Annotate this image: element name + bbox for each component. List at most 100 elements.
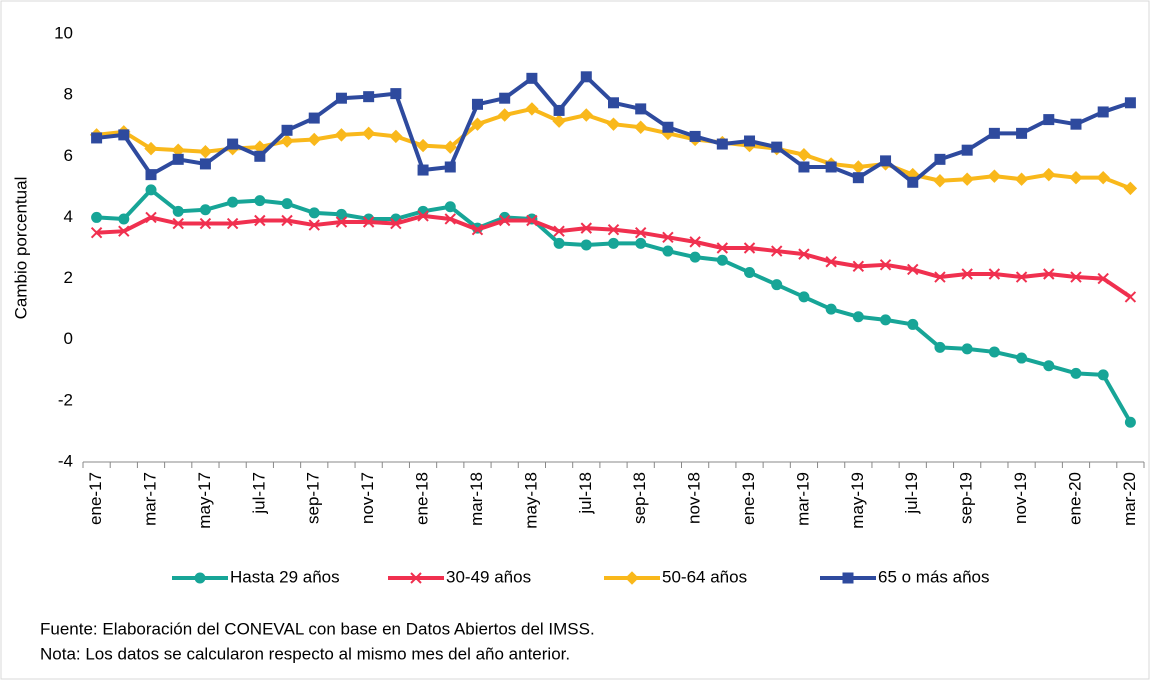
- x-tick-label: ene-20: [1065, 472, 1084, 525]
- data-point: [227, 138, 239, 150]
- data-point: [689, 236, 701, 248]
- data-point: [145, 169, 157, 181]
- data-point: [716, 242, 729, 254]
- data-point: [172, 217, 184, 230]
- data-point: [1069, 170, 1083, 185]
- data-point: [1097, 272, 1109, 285]
- data-point: [662, 121, 674, 133]
- data-point: [1016, 352, 1028, 364]
- data-point: [254, 195, 266, 207]
- data-point: [118, 129, 130, 141]
- legend-marker: [625, 571, 639, 585]
- data-point: [987, 169, 1002, 183]
- x-tick-label: mar-19: [793, 472, 812, 526]
- data-point: [879, 259, 892, 271]
- x-tick-label: nov-18: [685, 472, 704, 524]
- data-point: [1070, 118, 1082, 130]
- data-point: [1124, 416, 1136, 428]
- data-point: [716, 254, 728, 266]
- data-point: [471, 98, 483, 110]
- legend-label: 65 o más años: [878, 567, 990, 586]
- x-tick-label: ene-18: [413, 472, 432, 525]
- y-tick-label: -2: [58, 390, 73, 409]
- data-point: [580, 222, 593, 234]
- x-tick-label: jul-18: [576, 472, 595, 515]
- data-point: [553, 225, 565, 237]
- data-point: [771, 279, 783, 291]
- data-point: [362, 216, 375, 228]
- note: Fuente: Elaboración del CONEVAL con base…: [40, 619, 595, 638]
- data-point: [280, 134, 294, 148]
- y-axis-label: Cambio porcentual: [11, 177, 30, 320]
- data-point: [689, 251, 701, 263]
- data-point: [254, 150, 266, 162]
- data-point: [390, 88, 402, 100]
- x-tick-label: may-18: [521, 472, 540, 529]
- data-point: [281, 198, 293, 210]
- data-point: [961, 343, 973, 355]
- data-point: [118, 213, 130, 225]
- data-point: [635, 237, 647, 249]
- data-point: [961, 268, 973, 280]
- data-point: [933, 174, 947, 188]
- data-point: [335, 208, 347, 220]
- data-point: [634, 227, 647, 239]
- data-point: [417, 210, 429, 222]
- data-point: [797, 148, 811, 162]
- data-point: [444, 201, 456, 213]
- data-point: [825, 303, 837, 315]
- legend-marker: [842, 572, 854, 584]
- data-point: [934, 271, 946, 283]
- x-tick-label: ene-19: [739, 472, 758, 525]
- data-point: [471, 223, 484, 236]
- data-point: [91, 132, 103, 144]
- y-tick-label: 8: [64, 85, 73, 104]
- data-point: [579, 108, 594, 122]
- data-point: [308, 112, 320, 124]
- data-point: [443, 140, 457, 154]
- data-point: [662, 231, 674, 244]
- x-tick-label: nov-17: [358, 472, 377, 524]
- data-point: [497, 108, 512, 122]
- data-point: [498, 214, 511, 227]
- data-point: [880, 155, 892, 167]
- data-point: [416, 138, 430, 153]
- data-point: [1015, 271, 1028, 283]
- data-point: [145, 211, 157, 224]
- data-point: [553, 237, 565, 249]
- data-point: [335, 92, 347, 104]
- data-point: [1043, 360, 1055, 372]
- data-point: [198, 144, 213, 159]
- data-point: [961, 144, 973, 156]
- y-tick-label: -4: [58, 451, 73, 470]
- data-point: [907, 263, 919, 276]
- data-point: [390, 217, 402, 230]
- x-tick-label: sep-18: [630, 472, 649, 524]
- y-tick-label: 4: [64, 207, 73, 226]
- data-point: [771, 245, 783, 257]
- data-point: [988, 268, 1001, 280]
- data-point: [417, 164, 429, 176]
- data-point: [363, 91, 375, 103]
- data-point: [470, 117, 485, 131]
- data-point: [852, 172, 864, 184]
- x-tick-label: jul-17: [249, 472, 268, 515]
- data-point: [607, 223, 620, 236]
- x-tick-label: jul-19: [902, 472, 921, 515]
- data-point: [145, 184, 157, 196]
- data-point: [635, 103, 647, 115]
- data-point: [743, 242, 756, 254]
- x-tick-label: sep-17: [304, 472, 323, 524]
- data-point: [907, 176, 919, 188]
- data-point: [689, 130, 701, 142]
- data-point: [553, 104, 565, 116]
- y-tick-label: 6: [64, 146, 73, 165]
- data-point: [335, 216, 348, 228]
- data-point: [798, 291, 810, 303]
- legend-marker: [194, 572, 206, 584]
- data-point: [254, 214, 266, 227]
- data-point: [934, 153, 946, 165]
- data-point: [1014, 172, 1029, 186]
